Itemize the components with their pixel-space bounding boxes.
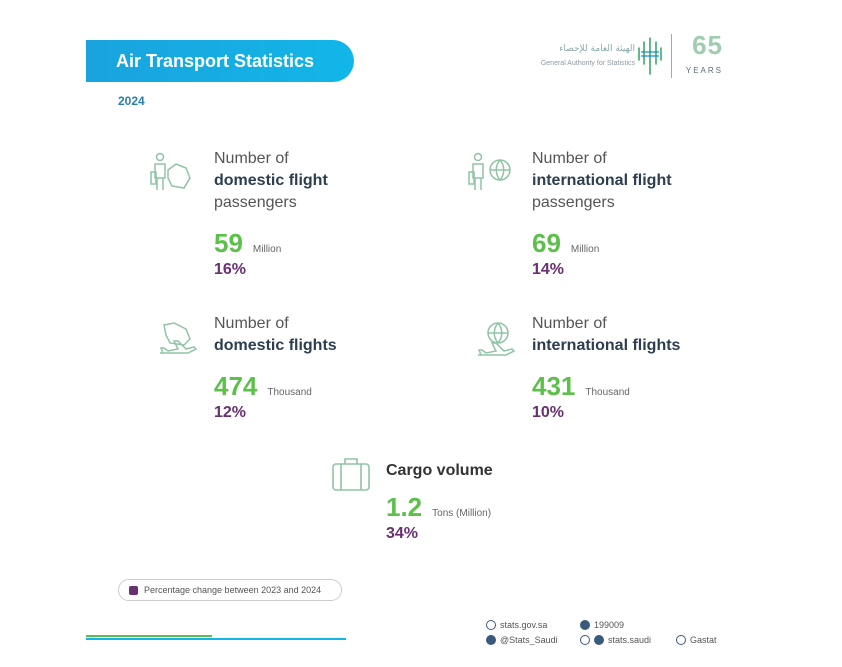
facebook-icon [594,635,604,645]
phone-text: 199009 [594,620,625,630]
domestic-flights-unit: Thousand [267,387,312,398]
page-title: Air Transport Statistics [116,50,315,71]
snapchat-icon [676,635,686,645]
international-passengers-label-2: international flight [532,172,672,189]
anniversary-number: 65 [692,30,723,60]
domestic-passengers-value: 59 [214,228,243,258]
cargo-value: 1.2 [386,492,423,522]
domestic-passengers-label-1: Number of [214,150,289,167]
gastat-logo: الهيئة العامة للإحصاء General Authority … [512,30,727,85]
international-passengers-value: 69 [532,228,561,258]
social-text: stats.saudi [608,635,652,645]
cargo-suitcase-icon [332,458,370,491]
stat-international-passengers: Number of international flight passenger… [468,148,672,279]
logo-english-name: General Authority for Statistics [540,60,635,67]
plane-globe-icon [477,322,516,356]
international-flights-value: 431 [532,371,576,401]
page-title-banner: Air Transport Statistics [86,40,354,82]
footer-accent-lines [86,635,346,641]
palm-logo-icon [638,37,662,75]
domestic-flights-value: 474 [214,371,258,401]
contact-phone[interactable]: 199009 [580,620,624,630]
international-passengers-change: 14% [532,261,565,278]
contact-social[interactable]: stats.saudi [580,635,651,645]
x-twitter-icon [486,635,496,645]
logo-divider [671,34,672,78]
stat-domestic-flights: Number of domestic flights 474 Thousand … [159,313,337,422]
percentage-legend: Percentage change between 2023 and 2024 [118,579,342,601]
contact-twitter[interactable]: @Stats_Saudi [486,635,558,645]
report-year: 2024 [118,94,145,108]
domestic-passengers-unit: Million [252,244,282,255]
anniversary-word: YEARS [685,66,723,75]
stat-international-flights: Number of international flights 431 Thou… [477,313,681,422]
instagram-icon [580,635,590,645]
cargo-unit: Tons (Million) [432,508,492,519]
international-passengers-unit: Million [570,244,600,255]
international-flights-change: 10% [532,404,565,421]
domestic-flights-label-2: domestic flights [214,337,337,354]
plane-saudi-map-icon [159,322,198,354]
stat-domestic-passengers: Number of domestic flight passengers 59 … [150,148,328,279]
footer-green-line [86,635,212,637]
passenger-saudi-map-icon [150,152,191,190]
cargo-label: Cargo volume [386,462,493,479]
domestic-passengers-label-2: domestic flight [214,172,328,189]
stat-cargo-volume: Cargo volume 1.2 Tons (Million) 34% [332,458,493,543]
contact-snapchat[interactable]: Gastat [676,635,717,645]
phone-icon [580,620,590,630]
website-text: stats.gov.sa [500,620,548,630]
twitter-text: @Stats_Saudi [500,635,558,645]
handle-text: Gastat [690,635,717,645]
legend-swatch [129,585,138,595]
domestic-flights-label-1: Number of [214,315,289,332]
domestic-passengers-label-3: passengers [214,194,297,211]
legend-text: Percentage change between 2023 and 2024 [144,585,322,595]
passenger-globe-icon [468,152,511,190]
international-passengers-label-1: Number of [532,150,607,167]
logo-arabic-name: الهيئة العامة للإحصاء [559,44,635,54]
international-flights-unit: Thousand [585,387,630,398]
domestic-passengers-change: 16% [214,261,247,278]
cargo-change: 34% [386,525,419,542]
domestic-flights-change: 12% [214,404,247,421]
footer-blue-line [86,638,346,640]
international-flights-label-1: Number of [532,315,607,332]
international-flights-label-2: international flights [532,337,681,354]
international-passengers-label-3: passengers [532,194,615,211]
globe-icon [486,620,496,630]
contact-website[interactable]: stats.gov.sa [486,620,547,630]
